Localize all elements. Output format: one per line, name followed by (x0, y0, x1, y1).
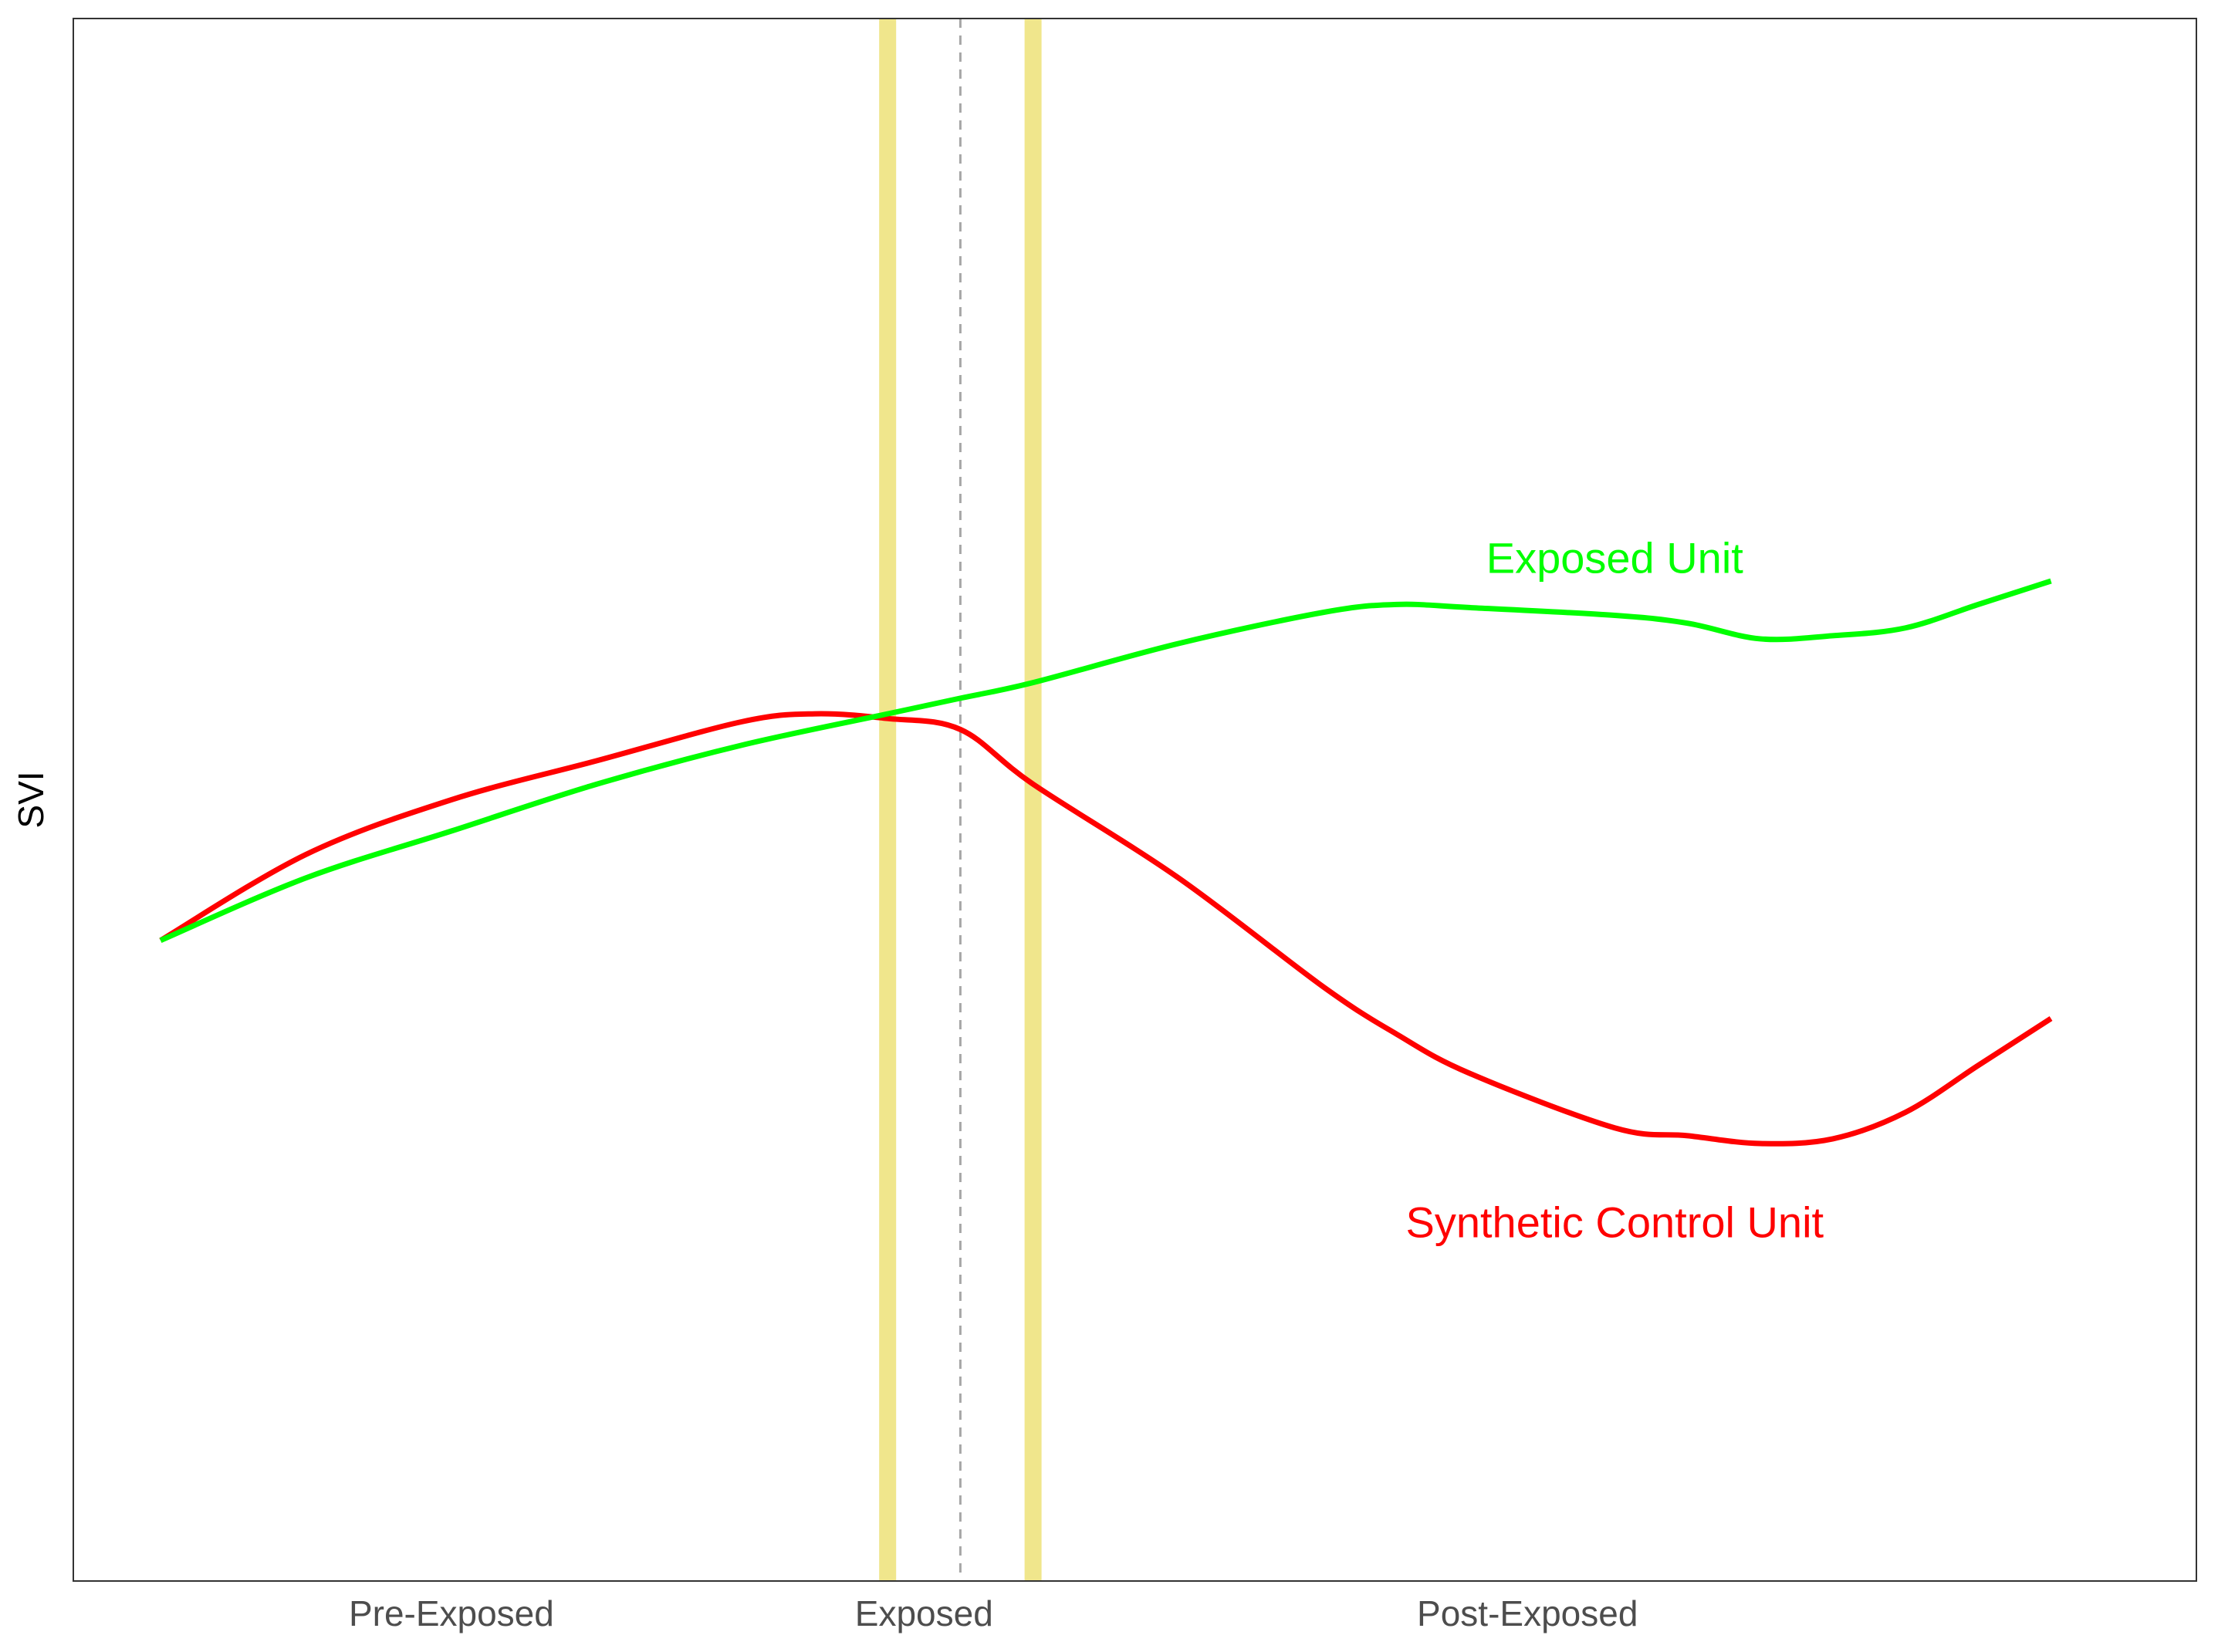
highlight-band-1 (879, 19, 897, 1581)
series-lines (159, 578, 2053, 1147)
synthetic-control-unit-label: Synthetic Control Unit (1406, 1198, 1824, 1246)
x-tick-label: Pre-Exposed (349, 1593, 554, 1633)
highlight-band-2 (1024, 19, 1042, 1581)
exposed-unit-label: Exposed Unit (1486, 534, 1744, 583)
x-tick-label: Post-Exposed (1417, 1593, 1638, 1633)
plot-border (73, 18, 2197, 1582)
exposed-unit-line (159, 578, 2052, 943)
series-labels: Exposed Unit Synthetic Control Unit (1406, 534, 1824, 1247)
x-axis-tick-labels: Pre-Exposed Exposed Post-Exposed (349, 1593, 1638, 1633)
y-axis-label: SVI (11, 771, 51, 828)
highlight-bands (879, 19, 1042, 1581)
x-tick-label: Exposed (855, 1593, 993, 1633)
synthetic-control-unit-line (159, 711, 2053, 1147)
